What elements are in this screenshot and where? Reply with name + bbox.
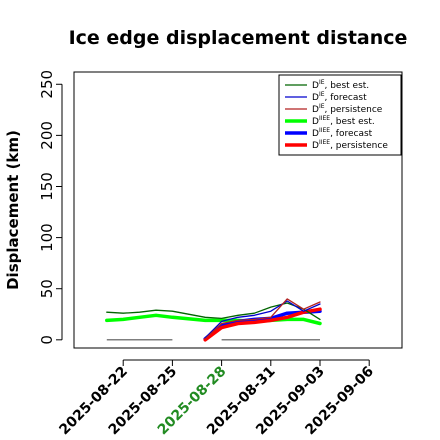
legend-entry-symbol: D xyxy=(312,81,319,91)
legend-entry-symbol: D xyxy=(312,117,319,127)
legend-box xyxy=(278,74,402,156)
series-line-d-iiee-best-est xyxy=(105,313,322,326)
legend-entry: DIIEE, persistence xyxy=(312,139,388,151)
y-tick-label: 50 xyxy=(38,279,56,298)
y-tick-label: 200 xyxy=(38,121,56,150)
series-line-d-ie-persistence xyxy=(204,298,321,340)
y-axis-label: Displacement (km) xyxy=(4,130,22,290)
legend-entry-symbol: D xyxy=(312,129,319,139)
legend-entry-superscript: IE xyxy=(319,103,325,110)
legend-entry-superscript: IIEE xyxy=(319,127,330,134)
plot-area-frame xyxy=(73,71,403,349)
legend-entry-label: , persistence xyxy=(330,141,388,151)
legend-entry-label: , persistence xyxy=(325,105,383,115)
series-lines xyxy=(105,298,322,342)
legend-entry-label: , forecast xyxy=(325,93,368,103)
series-line-d-ie-best-est xyxy=(106,302,321,321)
legend-entry-label: , forecast xyxy=(330,129,373,139)
legend-entry-label: , best est. xyxy=(325,81,370,91)
legend-entry: DIE, best est. xyxy=(312,79,369,91)
legend-entry-superscript: IIEE xyxy=(319,115,330,122)
y-tick-label: 0 xyxy=(38,335,56,345)
legend-entry-superscript: IIEE xyxy=(319,139,330,146)
chart-title: Ice edge displacement distance xyxy=(69,27,408,49)
y-axis: 0 50 100 150 200 250 xyxy=(38,70,63,345)
series-line-d-iiee-forecast xyxy=(203,309,322,341)
legend-entry: DIIEE, best est. xyxy=(312,115,375,127)
legend-entry: DIE, forecast xyxy=(312,91,367,103)
legend-entry-superscript: IE xyxy=(319,91,325,98)
y-tick-label: 100 xyxy=(38,223,56,252)
series-line-d-iiee-persistence xyxy=(203,307,322,342)
x-axis: 2025-08-222025-08-252025-08-282025-08-31… xyxy=(56,359,377,438)
legend-entry: DIE, persistence xyxy=(312,103,383,115)
y-tick-label: 250 xyxy=(38,70,56,99)
legend-entry-symbol: D xyxy=(312,105,319,115)
y-tick-label: 150 xyxy=(38,172,56,201)
legend-entry-label: , best est. xyxy=(330,117,375,127)
legend-entry-symbol: D xyxy=(312,93,319,103)
legend-entry-superscript: IE xyxy=(319,79,325,86)
legend-entry: DIIEE, forecast xyxy=(312,127,373,139)
series-line-d-ie-forecast xyxy=(204,300,321,339)
legend-entry-symbol: D xyxy=(312,141,319,151)
